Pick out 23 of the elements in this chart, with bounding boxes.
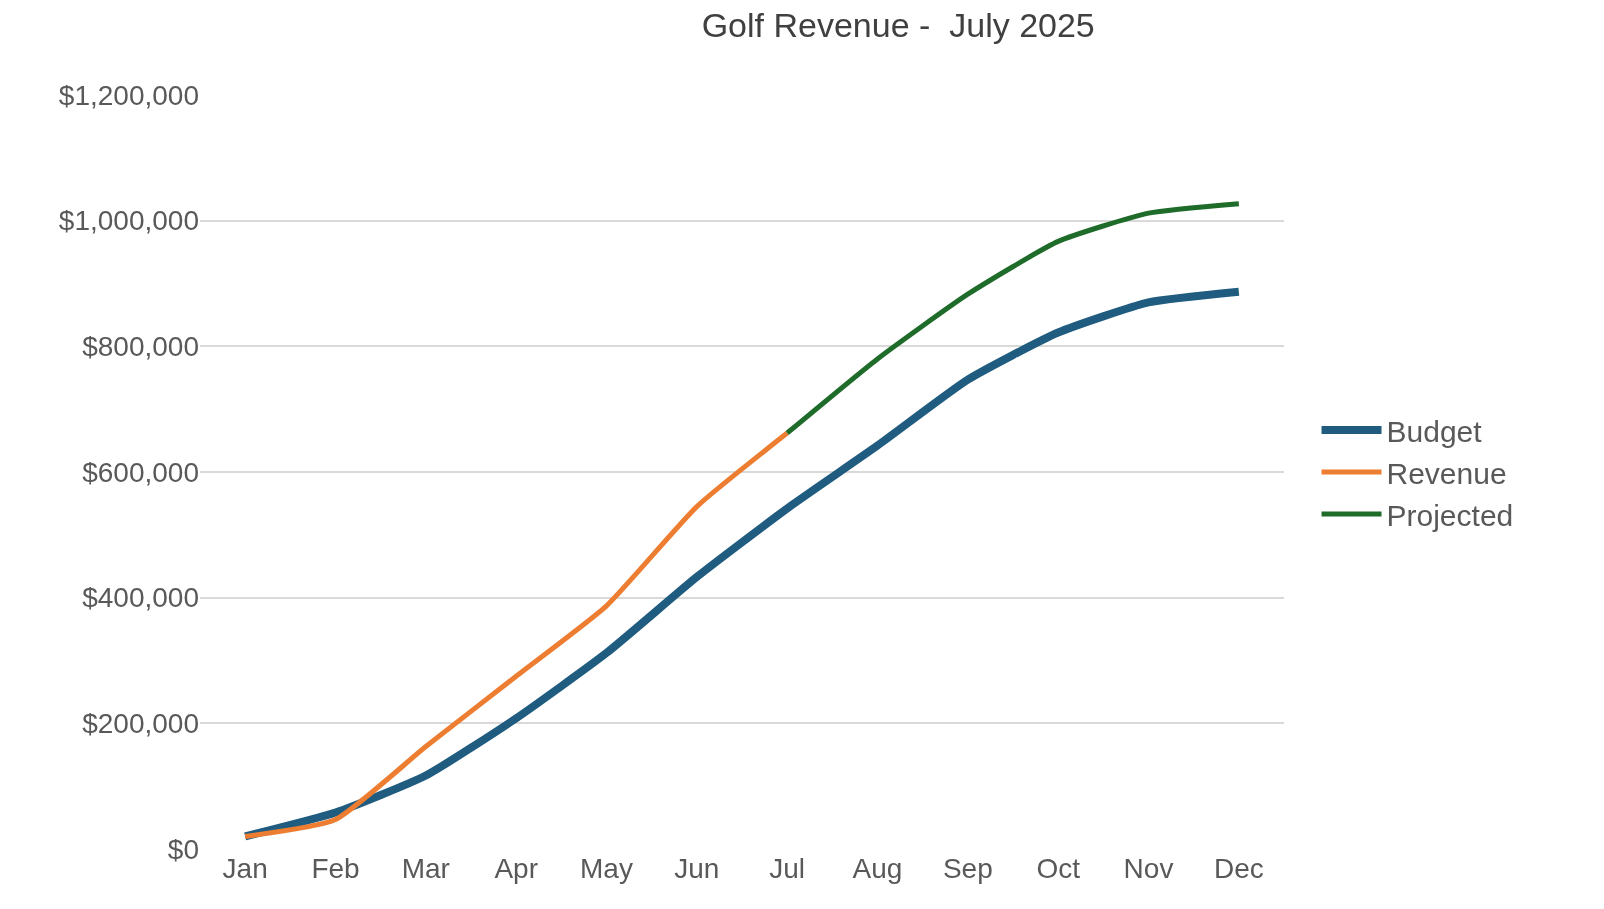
- y-tick-label: $400,000: [82, 582, 199, 614]
- x-tick-label: Feb: [311, 853, 360, 884]
- x-tick-label: Jul: [769, 853, 806, 884]
- x-tick-label: Jan: [222, 853, 268, 884]
- y-tick-label: $0: [167, 833, 199, 865]
- x-tick-label: Dec: [1213, 853, 1264, 884]
- x-tick-label: May: [580, 853, 633, 884]
- x-tick-label: Apr: [494, 853, 538, 884]
- legend-label: Projected: [1386, 498, 1514, 532]
- x-tick-label: Mar: [401, 853, 450, 884]
- y-tick-label: $1,200,000: [58, 79, 199, 111]
- y-tick-label: $600,000: [82, 456, 199, 488]
- x-tick-label: Aug: [852, 853, 903, 884]
- legend-label: Budget: [1386, 414, 1483, 448]
- x-tick-label: Oct: [1036, 853, 1081, 884]
- x-tick-label: Nov: [1123, 853, 1174, 884]
- y-tick-label: $1,000,000: [58, 205, 199, 237]
- y-tick-label: $200,000: [82, 708, 199, 740]
- chart-title: Golf Revenue - July 2025: [701, 6, 1095, 45]
- legend-label: Revenue: [1386, 456, 1507, 490]
- x-tick-label: Jun: [674, 853, 720, 884]
- y-tick-label: $800,000: [82, 331, 199, 363]
- x-tick-label: Sep: [942, 853, 993, 884]
